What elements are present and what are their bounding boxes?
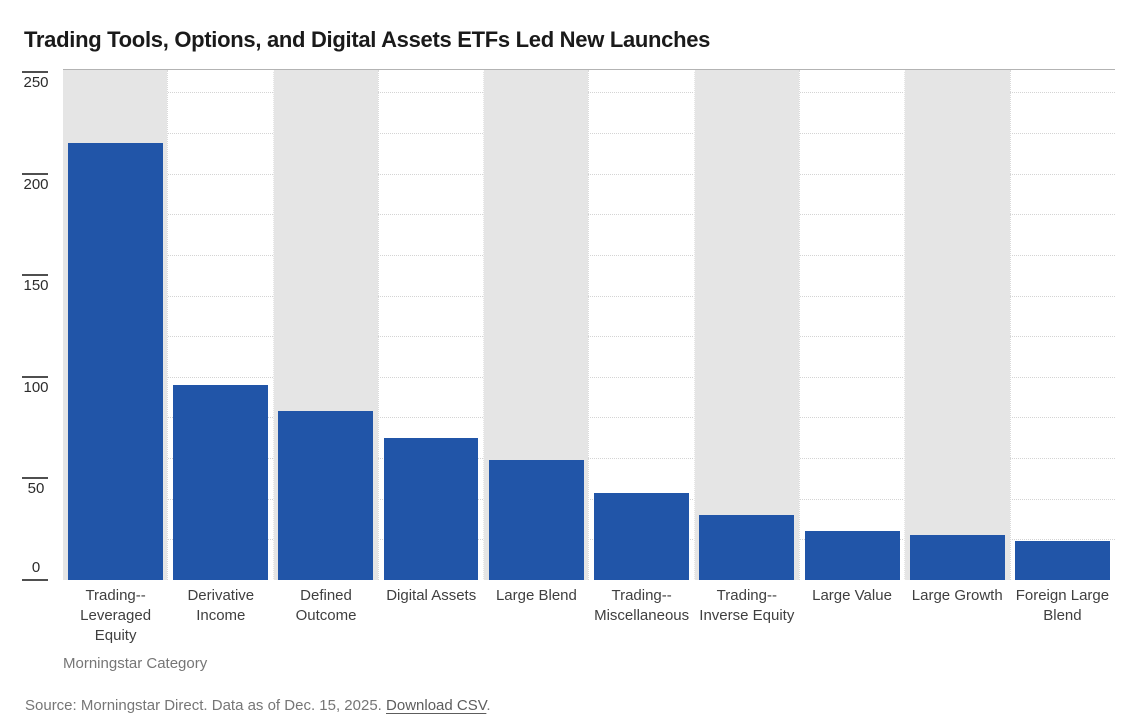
column-foreign-large-blend [1009,70,1115,580]
y-tick-label-0: 0 [31,559,41,576]
bar-large-blend [488,460,584,580]
x-label-large-blend: Large Blend [495,587,577,604]
bar-digital-assets [383,437,479,580]
category-columns [63,70,1115,580]
plot-area: 0 50 100 150 200 250 [22,69,1115,581]
column-trading-inverse-equity [693,70,800,580]
x-axis-title: Morningstar Category [63,655,208,672]
x-label-large-value: Large Value [812,587,892,604]
x-label-trading-miscellaneous: Trading-- Miscellaneous [594,587,690,624]
y-tick-label-50: 50 [27,480,45,498]
source-period: . [486,697,491,714]
bar-trading-inverse-equity [699,514,795,580]
x-label-large-growth: Large Growth [911,587,1003,604]
column-derivative-income [167,70,272,580]
bar-foreign-large-blend [1015,541,1111,580]
x-label-digital-assets: Digital Assets [386,587,477,604]
column-large-value [799,70,904,580]
bar-large-growth [910,535,1005,580]
column-trading-leveraged-equity [63,70,168,580]
download-csv-link[interactable]: Download CSV [386,697,487,714]
chart-title: Trading Tools, Options, and Digital Asse… [24,26,711,52]
y-tick-mark-250 [22,71,48,74]
bar-trading-leveraged-equity [67,143,163,580]
column-trading-miscellaneous [588,70,693,580]
y-axis: 0 50 100 150 200 250 [22,70,52,581]
bar-defined-outcome [278,411,374,580]
x-axis-labels: Trading-- Leveraged Equity Derivative Inc… [63,586,1115,645]
column-large-blend [483,70,589,580]
x-label-trading-leveraged-equity: Trading-- Leveraged Equity [80,587,152,644]
y-tick-label-100: 100 [23,378,49,396]
column-digital-assets [377,70,483,580]
y-tick-label-200: 200 [23,175,49,193]
x-label-derivative-income: Derivative Income [187,587,255,624]
x-label-trading-inverse-equity: Trading-- Inverse Equity [699,587,795,624]
bar-derivative-income [172,384,268,580]
y-tick-mark-100 [22,375,48,378]
y-tick-mark-200 [22,172,48,175]
x-label-foreign-large-blend: Foreign Large Blend [1015,587,1110,624]
bar-large-value [804,531,900,580]
y-tick-mark-150 [22,274,48,277]
y-tick-label-250: 250 [23,74,49,92]
x-label-defined-outcome: Defined Outcome [295,587,357,624]
column-large-growth [904,70,1010,580]
source-line: Source: Morningstar Direct. Data as of D… [25,697,491,714]
bar-trading-miscellaneous [594,492,690,580]
y-tick-mark-0 [22,579,48,581]
y-tick-label-150: 150 [23,277,49,295]
y-tick-mark-50 [22,477,48,480]
column-defined-outcome [272,70,378,580]
source-text: Source: Morningstar Direct. Data as of D… [25,697,387,714]
